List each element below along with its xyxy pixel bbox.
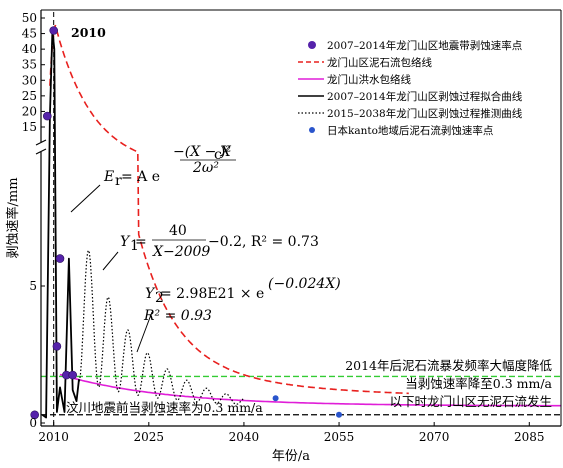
longmen-point <box>42 111 52 121</box>
legend-box <box>292 34 556 150</box>
eq2-num: 40 <box>169 223 187 239</box>
axis-break-marker <box>35 139 47 155</box>
y-tick-label: 0 <box>29 416 37 430</box>
arrow-eq3 <box>136 311 153 353</box>
legend-marker-points <box>308 41 316 49</box>
eq3-y: Y <box>145 286 156 302</box>
y-tick-label: 30 <box>22 73 37 87</box>
kanto-point <box>336 411 342 418</box>
legend: 2007–2014年龙门山区地震带剥蚀速率点 龙门山区泥石流包络线 龙门山洪水包… <box>292 34 556 150</box>
eq2-y: Y <box>120 234 131 250</box>
y-tick-label: 25 <box>22 89 37 103</box>
note-rate-threshold: 当剥蚀速率降至0.3 mm/a <box>405 376 552 391</box>
legend-label-5: 日本kanto地域后泥石流剥蚀速率点 <box>327 124 493 137</box>
eq1-exp-sub: c <box>214 147 222 163</box>
y-tick-label: 45 <box>22 27 37 41</box>
eq1-exp-tail: )² <box>220 144 231 160</box>
longmen-point <box>52 341 62 351</box>
eq3-sub: 2 <box>155 290 164 306</box>
eq3-exp: (−0.024X) <box>268 276 341 292</box>
kanto-point <box>272 395 279 402</box>
longmen-point <box>68 370 77 380</box>
longmen-point <box>30 410 40 420</box>
eq1-sub: r <box>115 173 122 189</box>
y-tick-label: 5 <box>29 279 37 293</box>
note-frequency-drop: 2014年后泥石流暴发频率大幅度降低 <box>345 358 552 373</box>
arrow-eq2 <box>102 251 119 271</box>
x-tick-label: 2040 <box>229 430 260 444</box>
longmen-point <box>55 254 65 263</box>
x-tick-label: 2055 <box>324 430 355 444</box>
eq3-r2: R² = 0.93 <box>143 308 212 324</box>
legend-label-2: 龙门山洪水包络线 <box>327 73 411 86</box>
y-axis-title: 剥蚀速率/mm <box>5 177 21 258</box>
x-tick-label: 2010 <box>38 430 69 444</box>
legend-label-1: 龙门山区泥石流包络线 <box>327 56 432 69</box>
equation-y2: Y 2 = 2.98E21 × e (−0.024X) R² = 0.93 <box>143 276 341 324</box>
eq3-body: = 2.98E21 × e <box>160 286 264 302</box>
x-tick-label: 2025 <box>134 430 165 444</box>
equation-y1: Y 1 = 40 X−2009 −0.2, R² = 0.73 <box>120 223 319 260</box>
eq1-den: 2ω² <box>192 160 219 176</box>
arrow-eq1 <box>70 184 101 213</box>
y-tick-label: 40 <box>22 42 37 56</box>
y-tick-label: 20 <box>22 104 37 118</box>
legend-label-0: 2007–2014年龙门山区地震带剥蚀速率点 <box>327 39 522 52</box>
longmen-point <box>49 26 59 35</box>
fit-curve <box>41 29 80 419</box>
prediction-curve <box>78 249 245 405</box>
eq2-tail: −0.2, R² = 0.73 <box>208 234 319 250</box>
flood-envelope-curve <box>59 373 561 407</box>
note-pre-earthquake: 汶川地震前当剥蚀速率为0.3 mm/a <box>66 400 263 415</box>
y-tick-label: 35 <box>22 58 37 72</box>
legend-label-4: 2015–2038年龙门山区剥蚀过程推测曲线 <box>327 107 523 120</box>
legend-marker-kanto <box>309 127 315 133</box>
x-tick-label: 2070 <box>419 430 450 444</box>
y-tick-label: 15 <box>22 120 37 134</box>
equation-envelope: E r = A e −(X − X c )² 2ω² <box>103 144 236 189</box>
eq2-sub: 1 <box>130 238 139 254</box>
x-tick-label: 2085 <box>514 430 545 444</box>
note-no-debris-flow: 以下时龙门山区无泥石流发生 <box>389 394 552 409</box>
eq1-lhs: E <box>103 169 114 185</box>
legend-label-3: 2007–2014年龙门山区剥蚀过程拟合曲线 <box>327 90 523 103</box>
eq1-exp: −(X − X <box>173 144 232 160</box>
peak-year-label: 2010 <box>71 25 106 40</box>
eq2-den: X−2009 <box>152 244 210 260</box>
eq1-mid: = A e <box>121 169 160 185</box>
y-tick-label: 50 <box>22 11 37 25</box>
x-axis-title: 年份/a <box>272 449 310 464</box>
eq2-eq: = <box>135 234 147 250</box>
